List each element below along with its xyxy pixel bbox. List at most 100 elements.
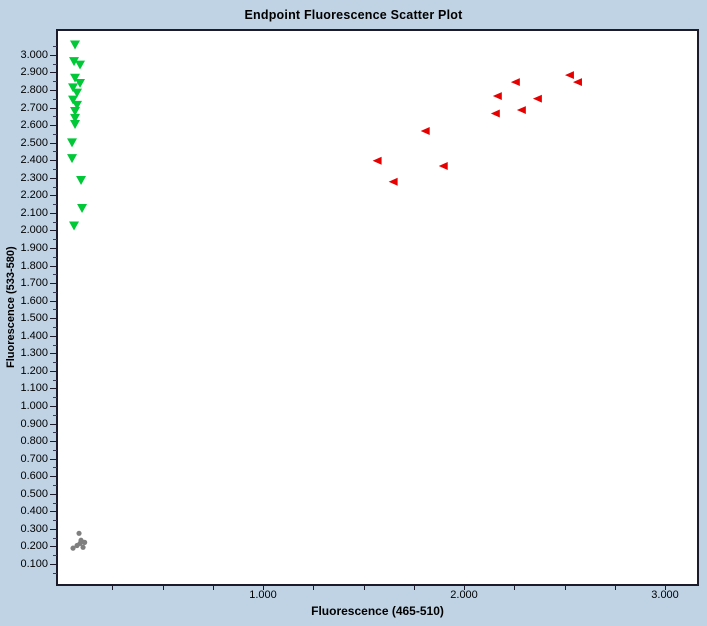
y-minor-tick — [53, 221, 57, 223]
marker-red-triangle-left[interactable] — [490, 109, 500, 118]
marker-green-triangle-down[interactable] — [77, 204, 88, 213]
y-major-tick — [50, 511, 57, 513]
y-major-tick — [50, 160, 57, 162]
x-minor-tick — [162, 585, 164, 590]
y-minor-tick — [53, 256, 57, 258]
marker-green-triangle-down[interactable] — [75, 78, 86, 88]
y-minor-tick — [53, 397, 57, 399]
y-minor-tick — [53, 449, 57, 451]
marker-green-triangle-down[interactable] — [68, 83, 79, 93]
y-major-tick — [50, 90, 57, 92]
y-tick-label: 0.700 — [20, 452, 48, 465]
marker-green-triangle-down[interactable] — [69, 221, 80, 231]
y-tick-label: 2.800 — [20, 84, 48, 97]
marker-gray-dot[interactable] — [82, 539, 88, 545]
y-tick-label: 0.400 — [20, 505, 48, 518]
marker-red-triangle-left[interactable] — [420, 127, 430, 136]
marker-green-triangle-down[interactable] — [67, 138, 78, 148]
marker-red-triangle-left[interactable] — [388, 177, 398, 186]
y-minor-tick — [53, 46, 57, 48]
marker-gray-dot[interactable] — [80, 544, 86, 550]
y-tick-label: 0.100 — [20, 557, 48, 570]
y-tick-label: 0.300 — [20, 522, 48, 535]
y-tick-label: 2.200 — [20, 189, 48, 202]
y-tick-label: 1.200 — [20, 364, 48, 377]
y-minor-tick — [53, 291, 57, 293]
marker-gray-dot[interactable] — [70, 545, 76, 551]
y-minor-tick — [53, 133, 57, 135]
y-major-tick — [50, 283, 57, 285]
y-tick-label: 2.100 — [20, 206, 48, 219]
marker-red-triangle-left[interactable] — [532, 94, 542, 103]
y-tick-label: 3.000 — [20, 48, 48, 61]
y-major-tick — [50, 405, 57, 407]
marker-green-triangle-down[interactable] — [72, 100, 83, 110]
y-major-tick — [50, 107, 57, 109]
x-minor-tick — [514, 585, 516, 590]
marker-green-triangle-down[interactable] — [70, 73, 81, 83]
y-tick-label: 1.300 — [20, 347, 48, 360]
marker-green-triangle-down[interactable] — [69, 57, 80, 67]
y-minor-tick — [53, 414, 57, 416]
marker-red-triangle-left[interactable] — [564, 71, 574, 80]
x-minor-tick — [665, 585, 667, 590]
y-major-tick — [50, 247, 57, 249]
marker-red-triangle-left[interactable] — [510, 78, 520, 87]
marker-green-triangle-down[interactable] — [70, 120, 81, 130]
y-major-tick — [50, 142, 57, 144]
y-minor-tick — [53, 502, 57, 504]
marker-green-triangle-down[interactable] — [70, 106, 81, 116]
marker-red-triangle-left[interactable] — [516, 106, 526, 115]
y-minor-tick — [53, 555, 57, 557]
y-minor-tick — [53, 432, 57, 434]
y-major-tick — [50, 441, 57, 443]
y-major-tick — [50, 423, 57, 425]
y-minor-tick — [53, 81, 57, 83]
y-tick-label: 1.000 — [20, 399, 48, 412]
y-major-tick — [50, 125, 57, 127]
y-major-tick — [50, 195, 57, 197]
marker-red-triangle-left[interactable] — [572, 78, 582, 87]
x-axis-title: Fluorescence (465-510) — [311, 604, 444, 618]
x-minor-tick — [212, 585, 214, 590]
marker-green-triangle-down[interactable] — [70, 40, 81, 50]
marker-green-triangle-down[interactable] — [76, 176, 87, 185]
y-tick-label: 2.600 — [20, 119, 48, 132]
y-tick-label: 2.900 — [20, 66, 48, 79]
marker-gray-dot[interactable] — [74, 542, 80, 549]
y-tick-label: 2.300 — [20, 171, 48, 184]
y-tick-label: 0.800 — [20, 435, 48, 448]
y-minor-tick — [53, 537, 57, 539]
marker-red-triangle-left[interactable] — [492, 92, 502, 101]
y-major-tick — [50, 370, 57, 372]
y-tick-label: 2.700 — [20, 101, 48, 114]
marker-green-triangle-down[interactable] — [75, 60, 86, 70]
y-major-tick — [50, 353, 57, 355]
y-tick-label: 0.600 — [20, 470, 48, 483]
y-major-tick — [50, 493, 57, 495]
y-major-tick — [50, 54, 57, 56]
y-minor-tick — [53, 274, 57, 276]
y-major-tick — [50, 72, 57, 74]
marker-red-triangle-left[interactable] — [372, 156, 382, 165]
y-minor-tick — [53, 520, 57, 522]
marker-green-triangle-down[interactable] — [70, 113, 81, 123]
marker-green-triangle-down[interactable] — [72, 88, 83, 98]
marker-gray-dot[interactable] — [76, 530, 82, 536]
marker-green-triangle-down[interactable] — [67, 154, 78, 164]
y-major-tick — [50, 230, 57, 232]
y-major-tick — [50, 212, 57, 214]
y-tick-label: 0.900 — [20, 417, 48, 430]
chart-title: Endpoint Fluorescence Scatter Plot — [244, 8, 463, 22]
y-tick-label: 0.200 — [20, 540, 48, 553]
x-minor-tick — [363, 585, 365, 590]
y-tick-label: 0.500 — [20, 487, 48, 500]
marker-red-triangle-left[interactable] — [438, 162, 448, 171]
marker-green-triangle-down[interactable] — [68, 95, 79, 105]
y-minor-tick — [53, 151, 57, 153]
x-minor-tick — [263, 585, 265, 590]
y-tick-label: 1.100 — [20, 382, 48, 395]
plot-area[interactable] — [56, 29, 699, 586]
y-major-tick — [50, 335, 57, 337]
